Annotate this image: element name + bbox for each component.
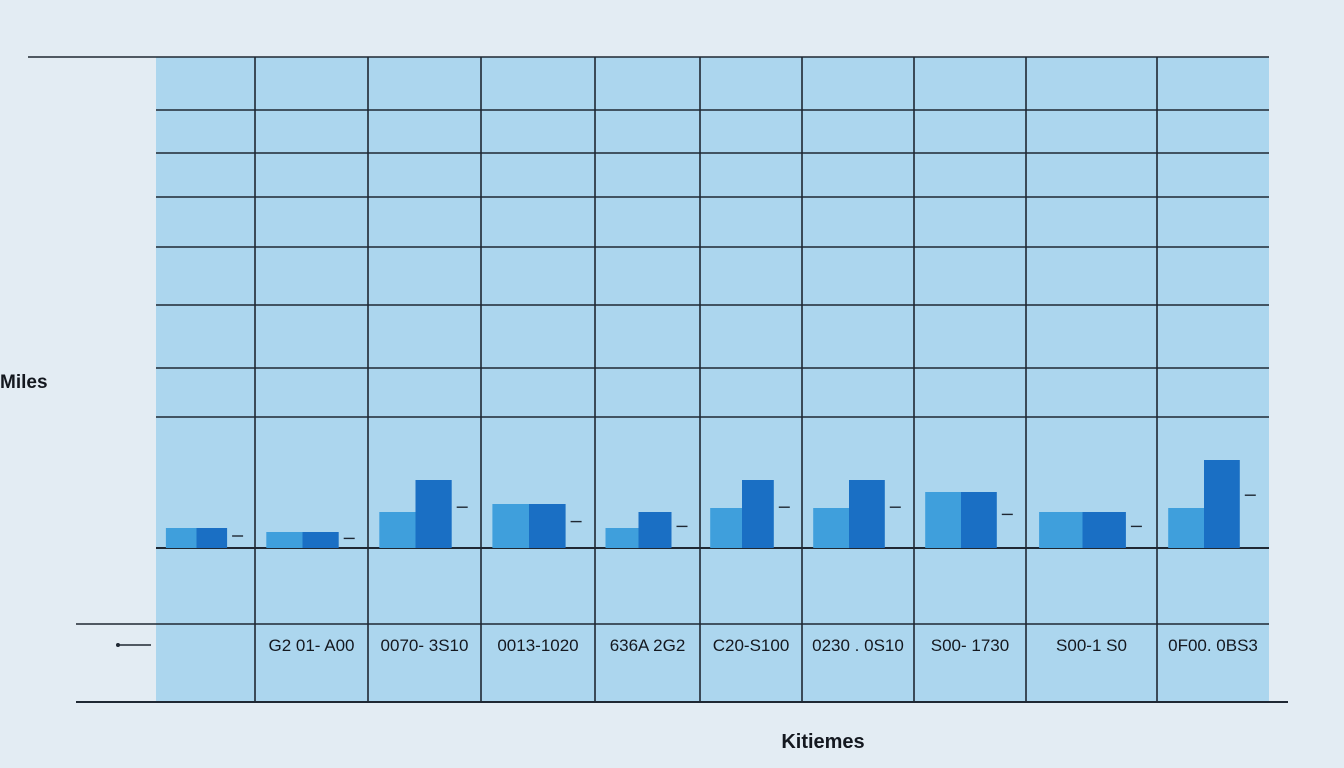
bar-secondary: [165, 528, 197, 548]
x-tick-label: 636A 2G2: [610, 636, 686, 655]
y-axis-label: Miles: [0, 372, 48, 393]
x-tick-label: G2 01- A00: [268, 636, 354, 655]
x-tick-label: 0F00. 0BS3: [1168, 636, 1258, 655]
bar-primary: [196, 528, 228, 548]
bar-secondary: [605, 528, 639, 548]
grid-lines: [28, 56, 1288, 703]
bar-secondary: [925, 492, 961, 548]
bar-primary: [742, 480, 774, 548]
x-tick-label: 0230 . 0S10: [812, 636, 904, 655]
bar-primary: [302, 532, 339, 548]
bar-primary: [1204, 460, 1240, 548]
legend-marker: [116, 643, 151, 647]
bar-primary: [529, 504, 566, 548]
bar-secondary: [266, 532, 303, 548]
bar-primary: [849, 480, 885, 548]
bar-primary: [415, 480, 452, 548]
x-tick-label: 0070- 3S10: [381, 636, 469, 655]
bar-primary: [638, 512, 672, 548]
bar-primary: [961, 492, 997, 548]
bar-primary: [1082, 512, 1126, 548]
x-tick-label: C20-S100: [713, 636, 790, 655]
bars-group: [165, 460, 1256, 548]
x-tick-labels: G2 01- A00 0070- 3S10 0013-1020 636A 2G2 C20…: [268, 636, 1257, 655]
bar-secondary: [1168, 508, 1204, 548]
plot-panel: [156, 57, 1269, 702]
bar-secondary: [1039, 512, 1083, 548]
x-tick-label: 0013-1020: [497, 636, 578, 655]
x-axis-label: Kitiemes: [781, 731, 864, 753]
x-tick-label: S00- 1730: [931, 636, 1009, 655]
bar-secondary: [492, 504, 529, 548]
bar-secondary: [379, 512, 416, 548]
bar-secondary: [813, 508, 849, 548]
x-tick-label: S00-1 S0: [1056, 636, 1127, 655]
bar-secondary: [710, 508, 742, 548]
